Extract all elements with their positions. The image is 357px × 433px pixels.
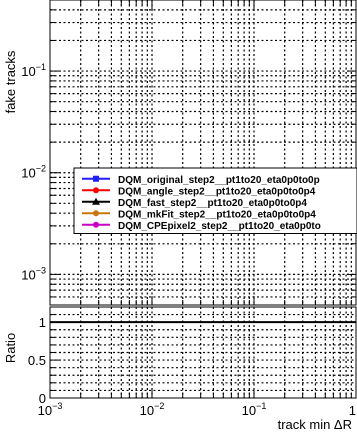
legend-entry-label: DQM_original_step2__pt1to20_eta0p0to0p: [118, 175, 320, 186]
ratio-y-tick-label: 1: [39, 315, 46, 330]
legend-entry-label: DQM_fast_step2__pt1to20_eta0p0to0p4: [118, 198, 307, 209]
legend-marker: [93, 187, 99, 194]
y-tick-label: 10−2: [21, 164, 46, 181]
ratio-y-tick-label: 0.5: [28, 353, 46, 368]
x-tick-label: 10−3: [38, 401, 63, 418]
ratio-y-axis-label: Ratio: [3, 333, 18, 363]
legend-entry-label: DQM_CPEpixel2_step2__pt1to20_eta0p0to: [118, 221, 321, 232]
x-axis-label: track min ΔR: [278, 417, 352, 432]
main-panel: 10−3 10−2 10−1: [21, 0, 357, 306]
legend-marker: [92, 197, 100, 205]
x-tick-label: 10−1: [242, 401, 267, 418]
legend: DQM_original_step2__pt1to20_eta0p0to0pDQ…: [73, 167, 357, 234]
x-tick-label: 1: [349, 403, 356, 418]
ratio-y-tick-label: 0: [39, 391, 46, 406]
legend-marker: [93, 221, 99, 228]
legend-box: [73, 167, 357, 234]
legend-marker: [93, 210, 99, 217]
legend-marker: [93, 175, 99, 182]
y-tick-label: 10−1: [21, 62, 46, 79]
y-tick-label: 10−3: [21, 265, 46, 282]
ratio-panel: 0 0.5 1 10−3 10−2 10−1 1: [28, 306, 357, 418]
legend-entry-label: DQM_angle_step2__pt1to20_eta0p0to0p4: [118, 186, 316, 197]
x-tick-label: 10−2: [140, 401, 165, 418]
main-frame: [49, 0, 357, 306]
main-y-axis-label: fake tracks: [3, 50, 18, 113]
legend-entry-label: DQM_mkFit_step2__pt1to20_eta0p0to0p4: [118, 209, 316, 220]
